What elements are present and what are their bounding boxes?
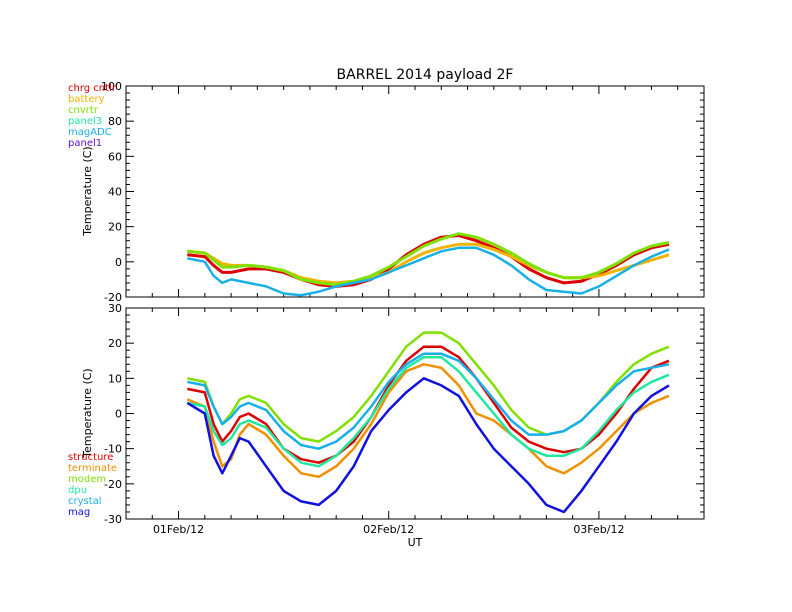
series-line-terminate — [186, 363, 670, 479]
top-panel: -20 0 20 40 60 80 100 Temperature (C) chrg cnt… — [68, 80, 705, 304]
series-line-cnvrtr — [187, 232, 670, 287]
top-y-ticks: -20 0 20 40 60 80 100 — [101, 80, 704, 304]
series-line-crystal — [187, 352, 670, 450]
x-axis-label: UT — [408, 536, 423, 549]
bottom-y-tick-label: -10 — [104, 443, 122, 456]
bottom-x-ticks — [125, 308, 705, 519]
legend-entry-structure: structure — [68, 452, 113, 463]
top-series-group — [187, 232, 670, 297]
legend-entry-modem: modem — [68, 474, 106, 485]
bottom-y-tick-label: 30 — [108, 302, 122, 315]
top-ylabel: Temperature (C) — [81, 146, 94, 236]
series-line-magADC — [187, 246, 670, 297]
top-y-tick-label: 100 — [101, 80, 122, 93]
x-tick-label: 02Feb/12 — [363, 523, 414, 536]
top-y-tick-label: 20 — [108, 221, 122, 234]
bottom-y-tick-label: 0 — [115, 408, 122, 421]
legend-entry-chrg-cntlr: chrg cntlr — [68, 83, 117, 94]
x-tick-label: 03Feb/12 — [573, 523, 624, 536]
bottom-panel: -30 -20 -10 0 10 20 30 Temperature (C) structu… — [68, 302, 705, 526]
top-x-ticks — [125, 86, 705, 297]
legend-entry-terminate: terminate — [68, 463, 117, 474]
top-y-tick-label: 0 — [115, 256, 122, 269]
bottom-y-tick-label: 10 — [108, 372, 122, 385]
bottom-ylabel: Temperature (C) — [81, 368, 94, 458]
bottom-y-tick-label: -20 — [104, 478, 122, 491]
legend-entry-magADC: magADC — [68, 127, 112, 138]
legend-entry-cnvrtr: cnvrtr — [68, 105, 99, 116]
top-legend: chrg cntlrbatterycnvrtrpanel3magADCpanel… — [68, 83, 117, 149]
series-line-dpu — [187, 355, 670, 468]
legend-entry-dpu: dpu — [68, 485, 87, 496]
series-line-mag — [186, 377, 670, 514]
top-y-tick-label: 80 — [108, 115, 122, 128]
bottom-y-tick-label: 20 — [108, 337, 122, 350]
chart-title: BARREL 2014 payload 2F — [337, 67, 514, 83]
legend-entry-panel3: panel3 — [68, 116, 102, 127]
x-tick-label: 01Feb/12 — [153, 523, 204, 536]
top-y-tick-label: 40 — [108, 186, 122, 199]
bottom-y-tick-label: -30 — [104, 513, 122, 526]
bottom-y-ticks: -30 -20 -10 0 10 20 30 — [104, 302, 704, 526]
top-y-tick-label: 60 — [108, 150, 122, 163]
legend-entry-mag: mag — [68, 507, 90, 518]
x-tick-labels: 01Feb/12 02Feb/12 03Feb/12 — [153, 523, 625, 536]
bottom-series-group — [186, 331, 670, 514]
legend-entry-battery: battery — [68, 94, 105, 105]
series-line-battery — [187, 242, 670, 285]
legend-entry-crystal: crystal — [68, 496, 102, 507]
legend-entry-panel1: panel1 — [68, 138, 102, 149]
top-y-tick-label: -20 — [104, 291, 122, 304]
